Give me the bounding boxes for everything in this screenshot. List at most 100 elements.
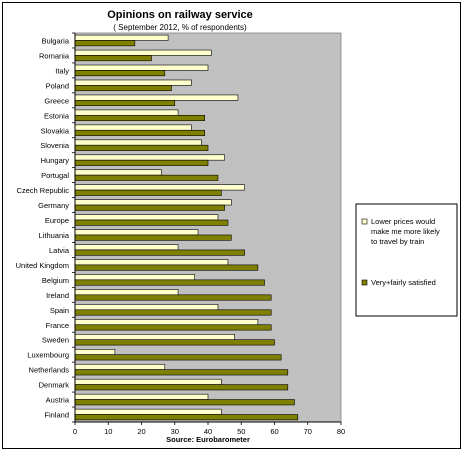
bar-satisfied-greece — [74, 100, 176, 107]
bar-lower-prices-ireland — [74, 289, 179, 296]
category-label: Romania — [39, 51, 70, 60]
category-label: Lithuania — [39, 231, 70, 240]
bar-satisfied-france — [74, 324, 272, 331]
bar-lower-prices-lithuania — [74, 229, 199, 236]
category-label: Greece — [44, 96, 69, 105]
bar-satisfied-latvia — [74, 249, 245, 256]
bar-satisfied-slovakia — [74, 129, 205, 136]
bar-lower-prices-austria — [74, 393, 209, 400]
category-label: Germany — [38, 201, 69, 210]
category-label: Slovenia — [40, 141, 70, 150]
bar-satisfied-slovenia — [74, 144, 209, 151]
legend-label: to travel by train — [371, 237, 424, 246]
x-tick-label: 60 — [270, 427, 278, 436]
bar-satisfied-poland — [74, 85, 172, 92]
bar-lower-prices-latvia — [74, 244, 179, 251]
bar-satisfied-germany — [74, 204, 225, 211]
legend-swatch — [361, 218, 368, 225]
category-label: Luxembourg — [27, 351, 69, 360]
bar-lower-prices-romania — [74, 49, 212, 56]
bar-lower-prices-denmark — [74, 378, 222, 385]
bar-lower-prices-slovenia — [74, 139, 202, 146]
bar-lower-prices-slovakia — [74, 124, 192, 131]
bar-satisfied-romania — [74, 55, 152, 62]
category-label: Finland — [44, 411, 69, 420]
category-label: Portugal — [41, 171, 69, 180]
category-label: Italy — [55, 66, 69, 75]
bar-satisfied-spain — [74, 309, 272, 316]
bar-lower-prices-finland — [74, 408, 222, 415]
bar-lower-prices-france — [74, 319, 259, 326]
bar-satisfied-bulgaria — [74, 40, 136, 47]
bar-satisfied-united-kingdom — [74, 264, 259, 271]
bar-lower-prices-hungary — [74, 154, 225, 161]
x-tick-label: 10 — [104, 427, 112, 436]
x-tick-label: 80 — [337, 427, 345, 436]
legend-box — [355, 203, 458, 317]
bar-satisfied-austria — [74, 399, 295, 406]
bar-lower-prices-united-kingdom — [74, 259, 229, 266]
x-tick-label: 20 — [137, 427, 145, 436]
legend-label: make me more likely — [371, 227, 440, 236]
bar-lower-prices-czech-republic — [74, 184, 245, 191]
bar-satisfied-denmark — [74, 384, 289, 391]
category-label: United Kingdom — [16, 261, 69, 270]
category-label: Ireland — [46, 291, 69, 300]
bar-lower-prices-europe — [74, 214, 219, 221]
chart-subtitle: ( September 2012, % of respondents) — [113, 23, 247, 32]
x-axis-label: Source: Eurobarometer — [166, 435, 250, 444]
category-label: Austria — [46, 396, 70, 405]
bar-lower-prices-sweden — [74, 334, 235, 341]
bar-satisfied-ireland — [74, 294, 272, 301]
bar-satisfied-luxembourg — [74, 354, 282, 361]
bar-satisfied-czech-republic — [74, 189, 222, 196]
bar-lower-prices-netherlands — [74, 363, 166, 370]
chart-title: Opinions on railway service — [107, 9, 253, 21]
bar-satisfied-portugal — [74, 174, 219, 181]
bar-satisfied-hungary — [74, 159, 209, 166]
legend-label: Very+fairly satisfied — [371, 278, 436, 287]
bar-satisfied-netherlands — [74, 369, 289, 376]
legend-label: Lower prices would — [371, 217, 435, 226]
category-label: Netherlands — [29, 366, 70, 375]
category-label: Estonia — [44, 111, 70, 120]
legend-swatch — [361, 279, 368, 286]
x-tick-label: 30 — [171, 427, 179, 436]
category-label: Spain — [50, 306, 69, 315]
x-tick-label: 40 — [204, 427, 212, 436]
bar-satisfied-europe — [74, 219, 229, 226]
bar-satisfied-finland — [74, 414, 299, 421]
bar-satisfied-estonia — [74, 114, 205, 121]
category-label: France — [46, 321, 69, 330]
bar-lower-prices-poland — [74, 79, 192, 86]
bar-lower-prices-spain — [74, 304, 219, 311]
x-tick-label: 0 — [73, 427, 77, 436]
x-tick-label: 50 — [237, 427, 245, 436]
category-label: Belgium — [42, 276, 69, 285]
x-tick-label: 70 — [304, 427, 312, 436]
bar-lower-prices-belgium — [74, 274, 195, 281]
category-label: Sweden — [42, 336, 69, 345]
bar-lower-prices-italy — [74, 64, 209, 71]
category-label: Slovakia — [41, 126, 70, 135]
category-label: Bulgaria — [41, 36, 69, 45]
bar-satisfied-lithuania — [74, 234, 232, 241]
category-label: Czech Republic — [16, 186, 69, 195]
bar-lower-prices-luxembourg — [74, 348, 116, 355]
bar-satisfied-belgium — [74, 279, 265, 286]
category-label: Denmark — [39, 381, 70, 390]
bar-satisfied-sweden — [74, 339, 275, 346]
bar-lower-prices-greece — [74, 94, 239, 101]
category-label: Latvia — [49, 246, 70, 255]
bar-lower-prices-bulgaria — [74, 34, 169, 41]
category-label: Europe — [45, 216, 69, 225]
plot-area — [74, 32, 342, 423]
bar-satisfied-italy — [74, 70, 166, 77]
bar-lower-prices-estonia — [74, 109, 179, 116]
bar-lower-prices-portugal — [74, 169, 162, 176]
category-label: Hungary — [41, 156, 70, 165]
bar-lower-prices-germany — [74, 199, 232, 206]
category-label: Poland — [46, 81, 69, 90]
